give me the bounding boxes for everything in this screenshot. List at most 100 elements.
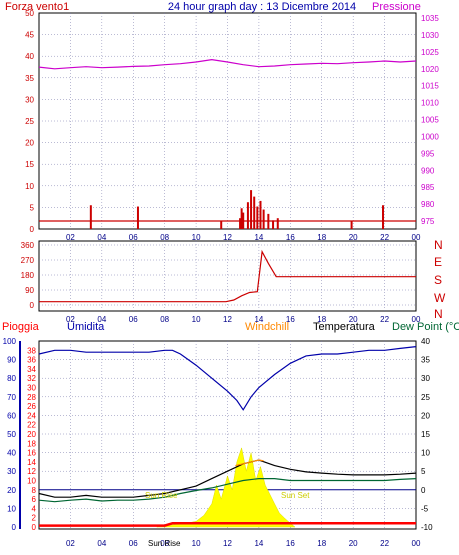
x-tick-label: 04 xyxy=(97,233,106,242)
compass-label: N xyxy=(434,238,443,252)
panel2-frame xyxy=(38,240,417,312)
wind-tick-label: 0 xyxy=(30,225,35,234)
x-tick-label: 04 xyxy=(97,539,106,548)
rain-tick-label: 20 xyxy=(27,430,36,439)
wind-tick-label: 45 xyxy=(25,31,34,40)
rain-tick-label: 16 xyxy=(27,449,36,458)
x-tick-label: 06 xyxy=(129,539,138,548)
x-tick-label: 02 xyxy=(66,233,75,242)
compass-label: S xyxy=(434,273,442,287)
x-tick-label: 14 xyxy=(254,315,263,324)
degree-tick-label: 0 xyxy=(30,301,35,310)
compass-label: N xyxy=(434,307,443,321)
x-tick-label: 16 xyxy=(286,233,295,242)
wind-bar xyxy=(239,218,242,229)
wind-bar xyxy=(89,205,92,229)
wind-bar xyxy=(246,202,249,229)
panel3-humidity-ticks: 0 10 20 30 40 50 60 70 80 90 100 xyxy=(3,337,17,532)
x-tick-label: 02 xyxy=(66,539,75,548)
wind-bar xyxy=(220,221,223,229)
humidity-tick-label: 30 xyxy=(7,467,16,476)
pressure-tick-label: 995 xyxy=(421,149,435,158)
panel1-pressure-ticks: 975 980 985 990 995 1000 1005 1010 1015 1020 1025 1… xyxy=(421,14,439,226)
sunset-label: Sun Set xyxy=(281,491,310,500)
x-tick-label: 20 xyxy=(349,315,358,324)
rain-tick-label: 18 xyxy=(27,439,36,448)
wind-tick-label: 10 xyxy=(25,182,34,191)
temperature-tick-label: -10 xyxy=(421,523,433,532)
rain-tick-label: 10 xyxy=(27,477,36,486)
x-tick-label: 16 xyxy=(286,539,295,548)
x-tick-label: 00 xyxy=(412,315,421,324)
panel1-grid xyxy=(39,13,416,229)
x-tick-label: 18 xyxy=(317,315,326,324)
x-tick-label: 14 xyxy=(254,539,263,548)
x-tick-label: 22 xyxy=(380,315,389,324)
panel2-x-ticks: 02 04 06 08 10 12 14 16 18 20 22 00 xyxy=(66,315,421,324)
temperature-tick-label: 10 xyxy=(421,449,430,458)
temperature-tick-label: 30 xyxy=(421,374,430,383)
pressure-tick-label: 975 xyxy=(421,217,435,226)
wind-bar xyxy=(136,206,139,229)
humidity-tick-label: 90 xyxy=(7,356,16,365)
x-tick-label: 10 xyxy=(192,315,201,324)
x-tick-label: 12 xyxy=(223,233,232,242)
wind-bar xyxy=(250,190,253,229)
humidity-tick-label: 40 xyxy=(7,449,16,458)
wind-tick-label: 40 xyxy=(25,52,34,61)
pressure-axis-title: Pressione xyxy=(372,1,421,13)
pressure-tick-label: 1030 xyxy=(421,31,439,40)
degree-tick-label: 270 xyxy=(21,256,35,265)
x-tick-label: 18 xyxy=(317,233,326,242)
pressure-tick-label: 985 xyxy=(421,183,435,192)
rain-tick-label: 36 xyxy=(27,356,36,365)
wind-bar xyxy=(253,196,256,229)
degree-tick-label: 360 xyxy=(21,241,35,250)
x-tick-label: 06 xyxy=(129,233,138,242)
panel3-temperature-ticks: -10 -5 0 5 10 15 20 25 30 35 40 xyxy=(421,337,433,532)
wind-bar xyxy=(276,218,279,229)
humidity-tick-label: 100 xyxy=(3,337,17,346)
rain-tick-label: 26 xyxy=(27,402,36,411)
humidity-tick-label: 50 xyxy=(7,430,16,439)
temperature-tick-label: 0 xyxy=(421,486,426,495)
temperature-tick-label: -5 xyxy=(421,504,429,513)
wind-bar xyxy=(262,209,265,229)
degree-tick-label: 90 xyxy=(25,286,34,295)
temperature-tick-label: 35 xyxy=(421,356,430,365)
degree-tick-label: 180 xyxy=(21,271,35,280)
humidity-tick-label: 60 xyxy=(7,411,16,420)
panel1-wind-ticks: 0 5 10 15 20 25 30 35 40 45 50 xyxy=(25,9,34,234)
rain-tick-label: 6 xyxy=(32,495,37,504)
rain-tick-label: 4 xyxy=(32,504,37,513)
legend-humidity: Umidita xyxy=(67,321,105,333)
x-tick-label: 20 xyxy=(349,539,358,548)
wind-tick-label: 5 xyxy=(30,203,35,212)
x-tick-label: 18 xyxy=(317,539,326,548)
rain-tick-label: 22 xyxy=(27,421,36,430)
legend-windchill: Windchill xyxy=(245,321,289,333)
wind-tick-label: 25 xyxy=(25,117,34,126)
rain-tick-label: 2 xyxy=(32,514,37,523)
sunrise-bottom-label: Sun Rise xyxy=(148,539,181,548)
chart-title: 24 hour graph day : 13 Dicembre 2014 xyxy=(168,1,356,13)
wind-tick-label: 50 xyxy=(25,9,34,18)
rain-tick-label: 8 xyxy=(32,486,37,495)
wind-tick-label: 15 xyxy=(25,160,34,169)
pressure-tick-label: 1000 xyxy=(421,132,439,141)
humidity-line xyxy=(38,346,417,411)
panel2-degree-ticks: 0 90 180 270 360 xyxy=(21,241,35,310)
temperature-tick-label: 40 xyxy=(421,337,430,346)
humidity-tick-label: 70 xyxy=(7,393,16,402)
x-tick-label: 22 xyxy=(380,539,389,548)
pressure-line xyxy=(38,58,417,70)
x-tick-label: 16 xyxy=(286,315,295,324)
wind-tick-label: 30 xyxy=(25,95,34,104)
temperature-tick-label: 15 xyxy=(421,430,430,439)
pressure-tick-label: 1015 xyxy=(421,82,439,91)
panel3-x-ticks: 02 04 06 08 10 12 14 16 18 20 22 00 xyxy=(66,539,421,548)
wind-direction-line xyxy=(39,249,416,303)
